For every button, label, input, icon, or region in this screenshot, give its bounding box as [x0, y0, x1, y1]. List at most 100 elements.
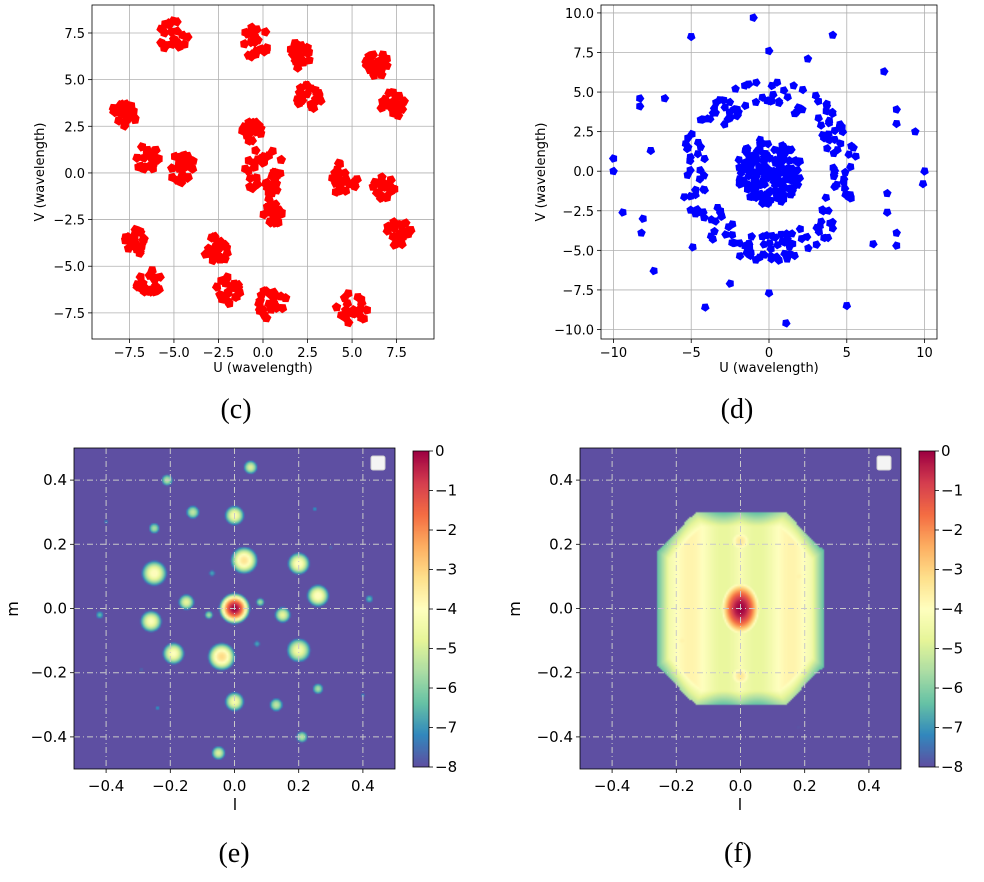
scatter-point — [350, 309, 360, 319]
y-tick-label: 0.2 — [549, 535, 573, 553]
scatter-point — [720, 103, 729, 112]
scatter-point — [170, 151, 180, 162]
scatter-point — [751, 97, 761, 107]
colorbar-tick-label: −4 — [941, 600, 963, 618]
scatter-point — [272, 217, 282, 227]
grid-e — [74, 448, 395, 769]
scatter-point — [819, 134, 829, 143]
scatter-point — [240, 39, 250, 49]
y-tick-label: −0.2 — [31, 664, 67, 682]
scatter-point — [769, 90, 778, 100]
scatter-point — [803, 54, 813, 63]
scatter-point — [149, 274, 159, 285]
scatter-point — [134, 226, 145, 236]
scatter-point — [302, 48, 312, 58]
y-tick-label: −2.5 — [53, 214, 85, 229]
scatter-point — [892, 228, 901, 237]
scatter-point — [261, 45, 271, 55]
colorbar-tick-label: −8 — [941, 758, 963, 776]
scatter-point — [727, 231, 737, 240]
x-tick-label: −5 — [682, 346, 701, 361]
colorbar-ticks-e: 0 −1 −2 −3 −4 −5 −6 −7 −8 — [429, 442, 457, 776]
scatter-point — [822, 101, 832, 111]
x-tick-label: −7.5 — [114, 346, 146, 361]
x-tick-label: 5 — [843, 346, 851, 361]
scatter-point — [707, 215, 716, 224]
scatter-point — [706, 114, 715, 124]
xticks-c: −7.5 −5.0 −2.5 0.0 2.5 5.0 7.5 — [114, 339, 407, 361]
scatter-point — [342, 299, 353, 309]
y-tick-label: −10.0 — [554, 324, 594, 339]
scatter-point — [829, 224, 838, 233]
scatter-point — [797, 234, 807, 244]
scatter-point — [736, 168, 745, 178]
colorbar-f — [919, 451, 935, 767]
y-tick-label: 5.0 — [573, 86, 594, 101]
scatter-point — [316, 96, 326, 106]
scatter-point — [217, 294, 228, 304]
yticks-e: −0.4 −0.2 0.0 0.2 0.4 — [31, 471, 74, 746]
scatter-point — [368, 181, 379, 191]
scatter-point — [752, 78, 761, 87]
scatter-point — [399, 96, 409, 106]
points-c — [108, 16, 416, 328]
scatter-point — [261, 27, 271, 37]
x-tick-label: −0.4 — [88, 777, 124, 795]
scatter-point — [637, 228, 646, 237]
scatter-point — [684, 142, 693, 152]
y-axis-label-f: m — [505, 601, 524, 617]
scatter-point — [710, 226, 719, 236]
x-tick-label: −0.4 — [594, 777, 630, 795]
scatter-point — [680, 193, 689, 202]
scatter-point — [636, 102, 645, 111]
scatter-point — [149, 285, 159, 296]
scatter-point — [777, 180, 786, 189]
scatter-point — [221, 275, 231, 285]
scatter-point — [838, 127, 848, 137]
scatter-point — [760, 180, 769, 189]
scatter-point — [223, 289, 233, 299]
scatter-point — [788, 164, 797, 173]
scatter-point — [795, 157, 804, 166]
scatter-point — [331, 187, 341, 197]
y-tick-label: 2.5 — [573, 126, 594, 141]
scatter-point — [130, 114, 140, 125]
scatter-point — [259, 209, 269, 220]
scatter-point — [759, 240, 768, 249]
colorbar-tick-label: −2 — [435, 521, 457, 539]
scatter-point — [758, 232, 767, 241]
scatter-point — [880, 67, 889, 76]
scatter-point — [751, 175, 760, 184]
y-tick-label: −0.4 — [537, 728, 573, 746]
scatter-point — [378, 56, 388, 66]
scatter-point — [778, 237, 788, 246]
y-axis-label-c: V (wavelength) — [33, 123, 48, 222]
y-tick-label: 0.4 — [549, 471, 573, 489]
scatter-point — [691, 209, 700, 218]
scatter-point — [266, 188, 277, 198]
scatter-point — [700, 186, 709, 195]
scatter-point — [685, 191, 695, 201]
scatter-point — [298, 95, 308, 106]
scatter-point — [132, 153, 142, 163]
colorbar-tick-label: −1 — [941, 482, 963, 500]
scatter-point — [331, 302, 342, 312]
colorbar-tick-label: 0 — [435, 442, 445, 460]
y-tick-label: 0.0 — [64, 167, 85, 182]
scatter-point — [766, 251, 776, 260]
scatter-point — [683, 170, 692, 180]
scatter-point — [376, 66, 386, 76]
scatter-point — [649, 266, 658, 276]
scatter-point — [721, 230, 730, 239]
scatter-point — [301, 80, 311, 90]
scatter-point — [304, 55, 314, 65]
scatter-point — [734, 107, 743, 116]
scatter-point — [127, 240, 137, 251]
scatter-point — [833, 146, 842, 155]
scatter-point — [747, 232, 757, 241]
scatter-point — [231, 292, 241, 302]
scatter-point — [812, 240, 821, 249]
scatter-point — [830, 126, 840, 136]
scatter-point — [782, 319, 791, 328]
